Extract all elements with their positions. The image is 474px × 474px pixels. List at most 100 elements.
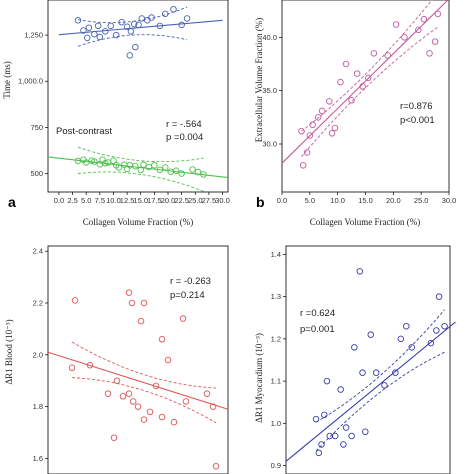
data-point <box>146 408 154 416</box>
data-point <box>392 21 400 28</box>
data-point <box>337 78 344 86</box>
data-point <box>309 121 316 129</box>
y-tick-label: 2.2 <box>33 299 43 308</box>
y-tick-label: 2.0 <box>33 350 43 359</box>
data-point <box>323 377 331 385</box>
data-point <box>381 382 388 389</box>
y-tick-label: 1,000.0 <box>18 77 43 86</box>
y-tick-label: 2.4 <box>33 247 43 256</box>
data-point <box>351 344 358 351</box>
data-point <box>306 132 314 139</box>
confidence-band <box>77 6 188 24</box>
data-point <box>132 162 139 170</box>
data-point <box>401 34 408 41</box>
confidence-band <box>77 146 204 163</box>
confidence-band <box>71 377 217 424</box>
data-point <box>337 386 344 393</box>
data-point <box>94 22 102 30</box>
data-point <box>135 21 142 29</box>
data-point <box>170 418 178 426</box>
data-point <box>178 21 185 29</box>
panel-a-series-label: Post-contrast <box>56 126 112 137</box>
data-point <box>88 157 95 164</box>
panel-c-frame <box>47 245 229 474</box>
data-point <box>303 149 311 156</box>
panel-b-plot: 30.0 35.0 40.0 0.0 5.0 10.0 15.0 20.0 25.0 30.0 <box>262 0 456 205</box>
x-tick-label: 20.0 <box>161 196 176 205</box>
data-point <box>331 124 339 132</box>
panel-b-p-value: p<0.001 <box>400 115 435 126</box>
data-point <box>134 403 142 410</box>
data-point <box>112 31 120 39</box>
data-point <box>104 390 112 397</box>
y-tick-label: 1.1 <box>271 377 281 386</box>
panel-letter-a: a <box>8 194 16 210</box>
panel-c-r-value: r = -0.263 <box>170 276 211 287</box>
x-tick-label: 10.0 <box>106 196 121 205</box>
data-point <box>91 158 98 165</box>
data-point <box>433 327 440 334</box>
data-point <box>315 449 323 457</box>
data-point <box>102 28 109 35</box>
data-point <box>96 33 104 41</box>
panel-a-p-value: p =0.004 <box>166 132 203 143</box>
panel-a-r-value: r = -.564 <box>166 119 202 130</box>
data-point <box>312 415 320 423</box>
data-point <box>125 390 133 397</box>
confidence-band <box>315 309 445 423</box>
data-point <box>420 15 428 23</box>
data-point <box>356 268 364 275</box>
x-tick-label: 0.0 <box>277 196 287 205</box>
data-point <box>162 164 169 171</box>
panel-d-frame <box>285 245 451 474</box>
regression-line <box>47 351 229 410</box>
y-tick-label: 1.6 <box>33 454 43 463</box>
data-point <box>118 18 125 26</box>
data-point <box>170 5 177 13</box>
y-tick-label: 1.0 <box>271 419 281 428</box>
panel-b-ylabel: Extracellular Volume Fraction (%) <box>254 18 264 142</box>
data-point <box>156 22 164 30</box>
data-point <box>140 161 147 168</box>
data-point <box>328 130 336 137</box>
x-tick-label: 10.0 <box>330 196 345 205</box>
panel-a-xlabel: Collagen Volume Fraction (%) <box>83 217 193 227</box>
x-tick-label: 30.0 <box>442 196 457 205</box>
panel-letter-b: b <box>256 194 265 210</box>
data-point <box>367 331 374 338</box>
data-point <box>318 107 326 115</box>
data-point <box>326 432 333 440</box>
data-point <box>152 382 160 390</box>
data-point <box>172 167 180 175</box>
panel-a-ylabel: Time (ms) <box>2 61 12 98</box>
y-tick-label: 35.0 <box>262 86 277 95</box>
x-tick-label: 30.0 <box>215 196 230 205</box>
data-point <box>348 432 355 440</box>
panel-c-p-value: p=0.214 <box>170 290 205 301</box>
data-point <box>132 43 139 51</box>
data-point <box>342 60 350 68</box>
data-point <box>128 299 136 307</box>
data-point <box>434 10 442 18</box>
regression-line <box>285 321 456 462</box>
y-tick-label: 40.0 <box>262 33 277 42</box>
regression-line <box>58 19 223 36</box>
data-point <box>107 22 114 30</box>
data-point <box>431 38 439 45</box>
x-tick-label: 25.0 <box>188 196 203 205</box>
data-point <box>314 114 322 121</box>
data-point <box>321 411 328 419</box>
x-tick-label: 2.5 <box>67 196 77 205</box>
x-tick-label: 7.5 <box>95 196 105 205</box>
data-point <box>74 17 82 24</box>
x-tick-label: 15.0 <box>133 196 148 205</box>
panel-a-frame <box>47 0 229 193</box>
data-point <box>392 369 399 376</box>
regression-line <box>281 0 449 164</box>
data-point <box>119 393 127 400</box>
data-point <box>426 50 433 57</box>
data-point <box>299 162 307 169</box>
data-point <box>200 171 207 178</box>
data-point <box>86 361 94 369</box>
